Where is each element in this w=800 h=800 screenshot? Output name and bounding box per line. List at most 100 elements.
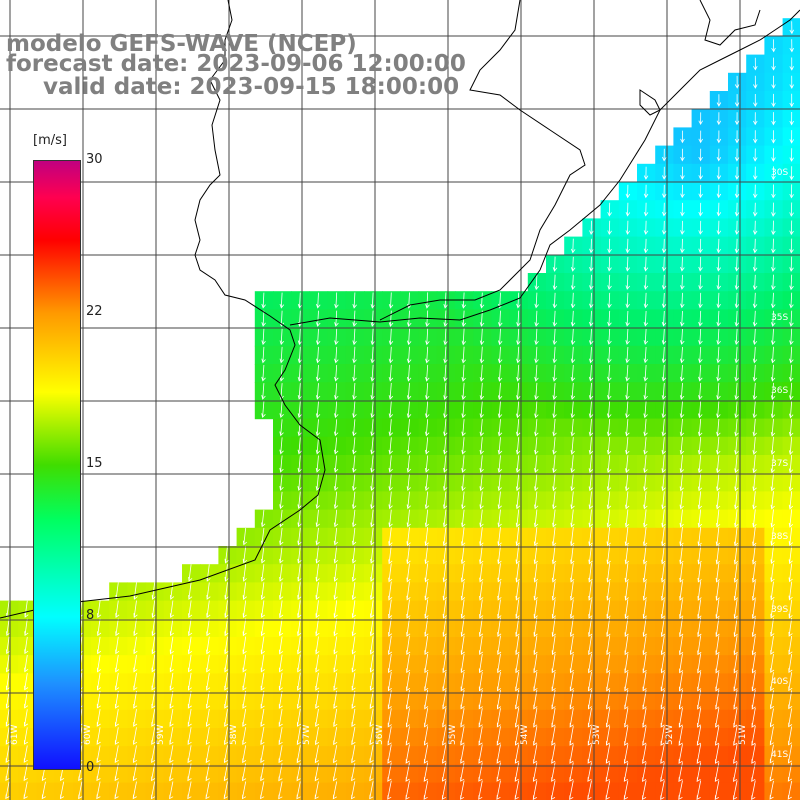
wind-arrow xyxy=(206,582,211,600)
wind-arrow xyxy=(716,400,721,419)
wind-speed-cell xyxy=(327,618,347,638)
lon-label-58w: 58W xyxy=(229,724,239,745)
wind-speed-cell xyxy=(163,746,183,765)
wind-arrow xyxy=(587,726,592,746)
wind-arrow xyxy=(406,672,411,692)
wind-speed-cell xyxy=(327,637,347,656)
wind-arrow xyxy=(680,310,685,327)
wind-speed-cell xyxy=(709,382,729,401)
wind-speed-cell xyxy=(182,582,201,602)
wind-speed-cell xyxy=(527,455,547,474)
wind-arrow xyxy=(607,328,612,345)
wind-speed-cell xyxy=(436,382,456,401)
wind-speed-cell xyxy=(655,455,674,474)
wind-speed-cell xyxy=(764,382,784,401)
wind-speed-cell xyxy=(655,637,674,656)
wind-arrow xyxy=(188,564,193,582)
wind-arrow xyxy=(625,473,630,492)
wind-arrow xyxy=(370,564,375,582)
wind-speed-cell xyxy=(764,600,784,620)
wind-arrow xyxy=(643,292,649,309)
wind-speed-cell xyxy=(582,418,602,438)
wind-speed-cell xyxy=(418,782,438,800)
wind-speed-cell xyxy=(273,600,292,620)
wind-speed-cell xyxy=(637,509,656,529)
wind-arrow xyxy=(789,382,794,401)
wind-arrow xyxy=(425,455,430,473)
wind-arrow xyxy=(443,328,448,346)
wind-speed-cell xyxy=(145,746,165,765)
wind-speed-cell xyxy=(691,473,711,492)
wind-speed-cell xyxy=(309,455,329,474)
wind-speed-cell xyxy=(291,582,310,602)
wind-speed-cell xyxy=(691,236,711,256)
wind-arrow xyxy=(407,310,412,328)
wind-arrow xyxy=(643,491,648,510)
wind-arrow xyxy=(605,726,611,746)
wind-arrow xyxy=(406,346,412,364)
wind-speed-cell xyxy=(564,527,583,547)
wind-arrow xyxy=(388,509,393,528)
wind-speed-cell xyxy=(655,145,674,165)
wind-speed-cell xyxy=(455,364,474,383)
wind-speed-cell xyxy=(746,218,765,238)
wind-arrow xyxy=(370,600,375,619)
wind-speed-cell xyxy=(673,327,693,347)
wind-arrow xyxy=(370,401,375,419)
wind-arrow xyxy=(297,690,302,709)
wind-arrow xyxy=(6,618,11,637)
wind-speed-cell xyxy=(673,345,693,365)
wind-speed-cell xyxy=(655,273,674,292)
wind-arrow xyxy=(497,491,502,510)
wind-speed-cell xyxy=(709,473,729,492)
wind-arrow xyxy=(770,545,775,565)
wind-arrow xyxy=(223,745,229,764)
wind-arrow xyxy=(533,653,538,674)
wind-arrow xyxy=(625,220,631,235)
wind-arrow xyxy=(242,527,248,546)
wind-speed-cell xyxy=(728,673,747,693)
wind-speed-cell xyxy=(655,400,674,420)
wind-speed-cell xyxy=(728,709,747,729)
wind-arrow xyxy=(716,112,722,126)
wind-speed-cell xyxy=(382,728,401,747)
wind-speed-cell xyxy=(637,764,656,784)
wind-speed-cell xyxy=(564,254,583,274)
coastline-segment xyxy=(699,0,761,46)
wind-speed-cell xyxy=(254,637,274,656)
wind-speed-cell xyxy=(364,309,383,329)
wind-arrow xyxy=(680,256,685,272)
wind-arrow xyxy=(660,653,665,674)
wind-arrow xyxy=(643,202,649,217)
wind-speed-cell xyxy=(455,527,474,547)
wind-arrow xyxy=(498,310,503,327)
wind-arrow xyxy=(789,111,794,126)
wind-speed-cell xyxy=(618,600,638,620)
wind-arrow xyxy=(734,202,740,217)
wind-speed-cell xyxy=(418,491,438,511)
wind-speed-cell xyxy=(200,655,219,674)
wind-arrow xyxy=(479,491,484,510)
wind-arrow xyxy=(333,690,338,709)
wind-speed-cell xyxy=(0,673,19,693)
wind-speed-cell xyxy=(400,637,420,656)
wind-speed-cell xyxy=(673,145,693,165)
wind-speed-cell xyxy=(436,400,456,420)
wind-speed-cell xyxy=(436,600,456,620)
wind-speed-cell xyxy=(527,527,547,547)
wind-arrow xyxy=(151,636,156,655)
wind-speed-cell xyxy=(436,691,456,711)
wind-speed-cell xyxy=(746,600,765,620)
wind-speed-cell xyxy=(491,600,511,620)
wind-speed-cell xyxy=(200,709,219,729)
wind-arrow xyxy=(242,727,247,746)
wind-speed-cell xyxy=(546,546,565,565)
wind-arrow xyxy=(534,310,539,327)
wind-speed-cell xyxy=(618,618,638,638)
wind-arrow xyxy=(333,727,338,746)
wind-speed-cell xyxy=(182,691,201,711)
wind-arrow xyxy=(752,238,758,254)
